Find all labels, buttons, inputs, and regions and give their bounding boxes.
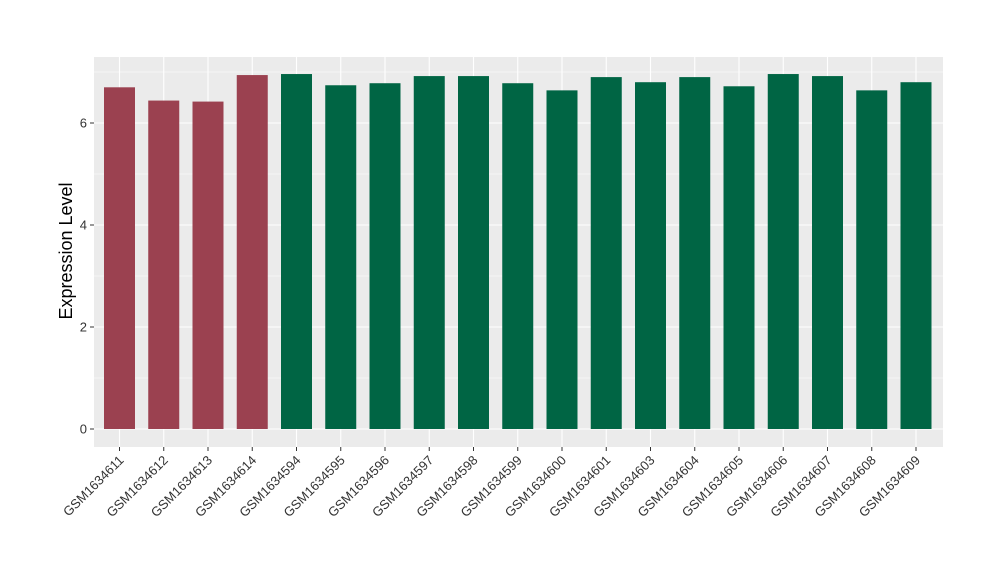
bar-GSM1634609 xyxy=(900,82,932,429)
x-axis: GSM1634611GSM1634612GSM1634613GSM1634614… xyxy=(60,447,923,520)
bar-GSM1634611 xyxy=(104,87,135,430)
bar-GSM1634607 xyxy=(812,76,843,429)
y-tick-label: 2 xyxy=(80,320,87,335)
bar-GSM1634601 xyxy=(590,77,622,429)
y-tick-label: 0 xyxy=(80,422,87,437)
y-axis: 0 2 4 6 xyxy=(80,116,94,437)
bar-GSM1634596 xyxy=(369,83,401,429)
bar-GSM1634608 xyxy=(856,90,888,430)
bar-GSM1634594 xyxy=(281,74,312,429)
bar-GSM1634595 xyxy=(325,85,357,429)
bar-GSM1634604 xyxy=(679,77,711,429)
bar-GSM1634613 xyxy=(192,101,224,429)
bar-GSM1634598 xyxy=(458,76,489,429)
bar-GSM1634603 xyxy=(635,82,666,429)
y-tick-label: 4 xyxy=(80,218,87,233)
y-axis-title: Expression Level xyxy=(56,182,76,319)
bar-GSM1634599 xyxy=(502,83,534,429)
bar-GSM1634612 xyxy=(148,100,180,429)
y-tick-label: 6 xyxy=(80,116,87,131)
bar-GSM1634597 xyxy=(413,76,445,429)
bar-GSM1634605 xyxy=(723,86,755,429)
bar-GSM1634614 xyxy=(236,75,268,429)
bar-GSM1634606 xyxy=(767,74,799,429)
bars xyxy=(104,74,932,430)
bar-GSM1634600 xyxy=(546,90,578,430)
